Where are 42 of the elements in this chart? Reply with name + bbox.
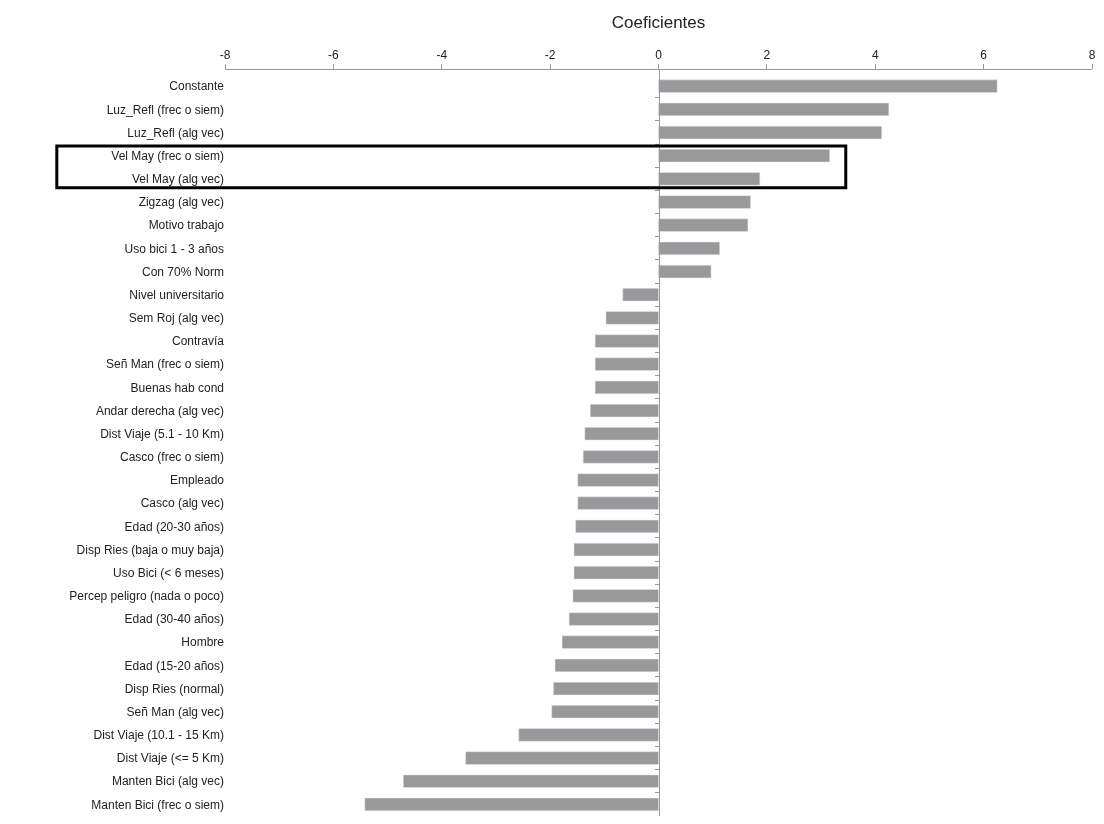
- y-tick-label: Vel May (frec o siem): [111, 148, 224, 163]
- x-tick-label: -2: [544, 48, 556, 63]
- y-tick-label: Dist Viaje (10.1 - 15 Km): [93, 728, 224, 743]
- y-tick-label: Casco (alg vec): [140, 496, 224, 511]
- y-tick-label: Constante: [169, 79, 225, 94]
- y-tick-label: Motivo trabajo: [148, 218, 225, 233]
- x-tick-label: -4: [436, 48, 448, 63]
- y-tick-label: Nivel universitario: [129, 287, 225, 302]
- y-tick-label: Dist Viaje (5.1 - 10 Km): [100, 426, 224, 441]
- y-tick-label: Luz_Refl (alg vec): [127, 125, 224, 140]
- y-tick-label: Edad (20-30 años): [124, 519, 224, 534]
- x-tick-label: -8: [219, 48, 231, 63]
- x-tick-label: -6: [328, 48, 340, 63]
- y-tick-label: Andar derecha (alg vec): [95, 403, 224, 418]
- y-tick-label: Manten Bici (alg vec): [111, 774, 224, 789]
- y-tick-label: Señ Man (alg vec): [126, 704, 224, 719]
- y-tick-label: Señ Man (frec o siem): [105, 357, 224, 372]
- y-tick-label: Manten Bici (frec o siem): [91, 797, 224, 812]
- y-tick-label: Dist Viaje (<= 5 Km): [116, 751, 224, 766]
- y-tick-label: Uso Bici (< 6 meses): [112, 565, 224, 580]
- x-tick-label: 4: [871, 48, 879, 63]
- y-tick-label: Casco (frec o siem): [119, 450, 224, 465]
- y-tick-label: Zigzag (alg vec): [138, 195, 224, 210]
- y-tick-label: Luz_Refl (frec o siem): [106, 102, 224, 117]
- y-tick-label: Buenas hab cond: [130, 380, 224, 395]
- x-tick-label: 0: [655, 48, 663, 63]
- x-axis-title: Coeficientes: [611, 12, 706, 32]
- x-tick-label: 2: [763, 48, 771, 63]
- y-tick-label: Sem Roj (alg vec): [128, 311, 224, 326]
- x-tick-label: 8: [1088, 48, 1096, 63]
- y-tick-label: Con 70% Norm: [141, 264, 224, 279]
- y-tick-label: Edad (15-20 años): [124, 658, 224, 673]
- y-tick-label: Percep peligro (nada o poco): [69, 589, 224, 604]
- y-tick-label: Uso bici 1 - 3 años: [124, 241, 224, 256]
- y-tick-label: Empleado: [169, 473, 225, 488]
- y-tick-label: Disp Ries (normal): [124, 681, 224, 696]
- x-tick-label: 6: [980, 48, 988, 63]
- y-tick-label: Vel May (alg vec): [131, 172, 224, 187]
- y-tick-label: Hombre: [181, 635, 225, 650]
- y-tick-label: Disp Ries (baja o muy baja): [76, 542, 224, 557]
- y-tick-label: Contravía: [171, 334, 225, 349]
- y-tick-label: Edad (30-40 años): [124, 612, 224, 627]
